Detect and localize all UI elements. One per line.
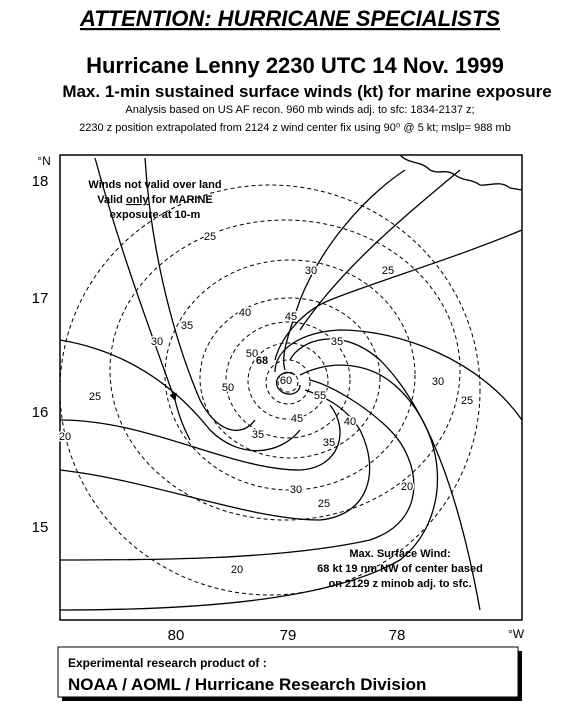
footer-line: NOAA / AOML / Hurricane Research Divisio…	[68, 675, 426, 694]
contour-label: 50	[222, 382, 234, 394]
contour-label: 40	[344, 416, 356, 428]
coastline	[399, 154, 523, 191]
isotachs	[59, 184, 481, 596]
analysis-line: Analysis based on US AF recon. 960 mb wi…	[125, 104, 474, 116]
title: Hurricane Lenny 2230 UTC 14 Nov. 1999	[86, 53, 504, 78]
max-wind-note: 68 kt 19 nm NW of center based	[317, 563, 483, 575]
contour-label: 30	[151, 336, 163, 348]
lat-label: 18	[32, 173, 49, 190]
land-note: exposure at 10-m	[110, 209, 201, 221]
lon-label: 78	[389, 627, 406, 644]
contour-label: 55	[314, 390, 326, 402]
lat-unit: °N	[37, 154, 50, 168]
lon-label: 80	[168, 627, 185, 644]
contour-label: 20	[401, 481, 413, 493]
land-note-part: for MARINE	[152, 194, 213, 206]
contour-label: 60	[280, 375, 292, 387]
subtitle: Max. 1-min sustained surface winds (kt) …	[62, 82, 551, 101]
contour-label: 30	[305, 265, 317, 277]
contour-label: 45	[291, 413, 303, 425]
lon-label: 79	[280, 627, 297, 644]
lat-label: 15	[32, 519, 49, 536]
contour-label: 40	[239, 307, 251, 319]
max-wind-note: on 2129 z minob adj. to sfc.	[328, 578, 471, 590]
contour-label: 25	[382, 265, 394, 277]
contour-label: 50	[246, 348, 258, 360]
land-note: Valid only for MARINE	[97, 194, 213, 206]
contour-label: 25	[461, 395, 473, 407]
contour-label: 20	[59, 431, 71, 443]
streamlines	[59, 157, 523, 611]
contour-label: 30	[290, 484, 302, 496]
contour-label: 20	[231, 564, 243, 576]
contour-label: 68	[256, 355, 268, 367]
contour-label: 25	[204, 231, 216, 243]
contour-label: 35	[331, 336, 343, 348]
lat-label: 16	[32, 404, 49, 421]
land-note-part: Valid	[97, 194, 123, 206]
banner: ATTENTION: HURRICANE SPECIALISTS	[79, 6, 500, 31]
contour-label: 35	[323, 437, 335, 449]
land-note-part: only	[126, 194, 149, 206]
footer-box	[57, 646, 519, 698]
analysis-line: 2230 z position extrapolated from 2124 z…	[79, 122, 511, 134]
contour-label: 45	[285, 311, 297, 323]
contour-label: 30	[432, 376, 444, 388]
contour-label: 25	[318, 498, 330, 510]
map-frame	[59, 154, 523, 621]
footer-line: Experimental research product of :	[68, 656, 267, 670]
lon-unit: °W	[508, 627, 525, 641]
land-note: Winds not valid over land	[88, 179, 221, 191]
lat-label: 17	[32, 290, 49, 307]
map: Winds not valid over land Valid only for…	[57, 154, 523, 621]
contour-label: 35	[252, 429, 264, 441]
max-wind-note: Max. Surface Wind:	[349, 548, 450, 560]
contour-label: 25	[89, 391, 101, 403]
contour-label: 35	[181, 320, 193, 332]
